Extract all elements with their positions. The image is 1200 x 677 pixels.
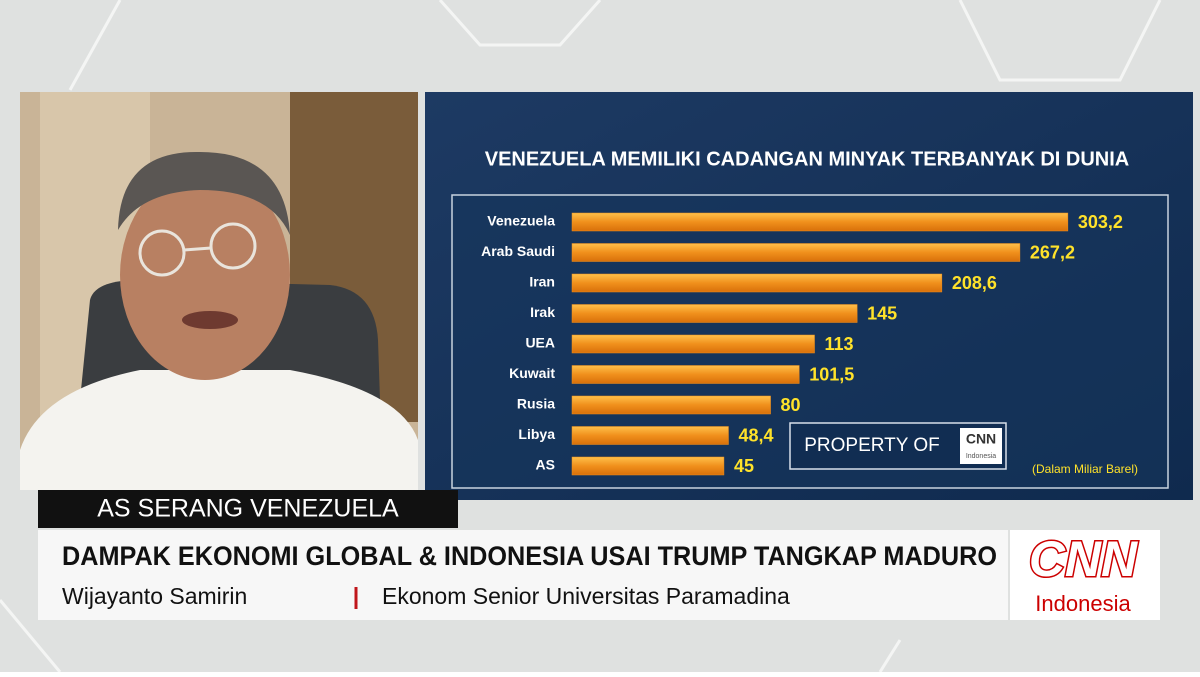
value-label: 45 [734, 456, 754, 476]
category-label: Rusia [517, 396, 555, 412]
value-label: 303,2 [1078, 212, 1123, 232]
headline-box [38, 530, 1008, 620]
category-label: Venezuela [487, 213, 555, 229]
value-label: 267,2 [1030, 242, 1075, 262]
video-feed [20, 92, 418, 490]
bar [571, 456, 725, 476]
headline: DAMPAK EKONOMI GLOBAL & INDONESIA USAI T… [62, 541, 997, 571]
category-label: UEA [525, 335, 555, 351]
category-label: Arab Saudi [481, 243, 555, 259]
value-label: 101,5 [809, 364, 854, 384]
category-label: Irak [530, 304, 555, 320]
category-label: AS [536, 457, 555, 473]
watermark-logo: CNN [966, 431, 996, 447]
bars: Venezuela 303,2 Arab Saudi 267,2 Iran 208,6 Ir… [481, 212, 1123, 476]
watermark: PROPERTY OF CNN Indonesia [789, 422, 1007, 470]
bar [571, 395, 771, 415]
chart-title: VENEZUELA MEMILIKI CADANGAN MINYAK TERBA… [485, 148, 1129, 170]
hex-pattern [0, 0, 1162, 673]
speaker-role: Ekonom Senior Universitas Paramadina [382, 583, 790, 609]
bar [571, 212, 1069, 232]
watermark-text: PROPERTY OF [804, 435, 940, 456]
brand-box [1010, 530, 1160, 620]
bar [571, 273, 943, 293]
bar [571, 334, 815, 354]
bar [571, 365, 800, 384]
brand-logo: CNN [1029, 531, 1138, 587]
brand-sub: Indonesia [1035, 591, 1131, 616]
value-label: 80 [781, 395, 801, 415]
value-label: 113 [825, 334, 854, 354]
category-label: Iran [529, 274, 555, 290]
tag-box [38, 490, 458, 528]
watermark-logo-sub: Indonesia [966, 453, 996, 460]
value-label: 48,4 [738, 425, 773, 445]
tag-text: AS SERANG VENEZUELA [97, 495, 399, 523]
value-label: 208,6 [952, 273, 997, 293]
category-label: Libya [518, 426, 555, 442]
speaker: Wijayanto Samirin [62, 583, 247, 609]
category-label: Kuwait [509, 365, 555, 381]
value-label: 145 [867, 303, 897, 323]
bar [571, 426, 729, 445]
chart-note: (Dalam Miliar Barel) [1032, 462, 1138, 476]
bar [571, 243, 1021, 262]
bar [571, 304, 858, 323]
